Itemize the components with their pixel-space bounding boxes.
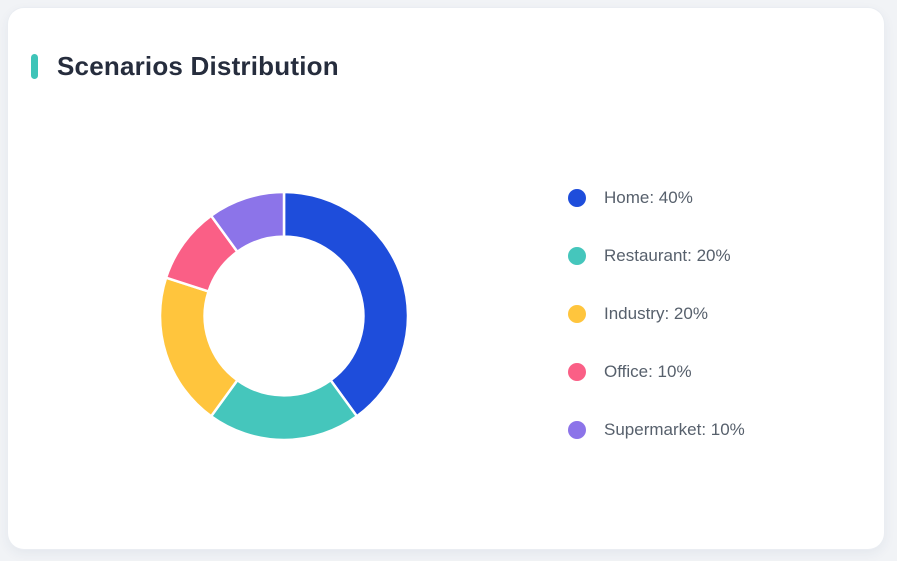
donut-slice-restaurant[interactable] bbox=[209, 378, 359, 442]
legend-item-office[interactable]: Office: 10% bbox=[568, 362, 745, 381]
card-title: Scenarios Distribution bbox=[57, 51, 339, 81]
legend-item-industry[interactable]: Industry: 20% bbox=[568, 304, 745, 323]
legend-item-restaurant[interactable]: Restaurant: 20% bbox=[568, 246, 745, 265]
legend-marker-supermarket bbox=[568, 421, 586, 439]
legend-label-industry: Industry: 20% bbox=[604, 304, 708, 323]
donut-slice-industry[interactable] bbox=[158, 276, 239, 418]
legend-label-restaurant: Restaurant: 20% bbox=[604, 246, 731, 265]
donut-slice-home[interactable] bbox=[282, 190, 410, 418]
legend-marker-office bbox=[568, 363, 586, 381]
title-accent-bar bbox=[31, 53, 38, 79]
chart-legend: Home: 40% Restaurant: 20% Industry: 20% Off… bbox=[568, 188, 745, 439]
card-header: Scenarios Distribution bbox=[31, 52, 339, 81]
legend-marker-restaurant bbox=[568, 247, 586, 265]
scenarios-distribution-card: Scenarios Distribution Home: 40% Restaura… bbox=[8, 8, 884, 549]
legend-label-office: Office: 10% bbox=[604, 362, 692, 381]
legend-label-supermarket: Supermarket: 10% bbox=[604, 420, 745, 439]
legend-marker-industry bbox=[568, 305, 586, 323]
legend-label-home: Home: 40% bbox=[604, 188, 693, 207]
legend-item-supermarket[interactable]: Supermarket: 10% bbox=[568, 420, 745, 439]
legend-item-home[interactable]: Home: 40% bbox=[568, 188, 745, 207]
donut-slice-supermarket[interactable] bbox=[209, 190, 286, 254]
legend-marker-home bbox=[568, 189, 586, 207]
donut-chart bbox=[158, 190, 410, 442]
